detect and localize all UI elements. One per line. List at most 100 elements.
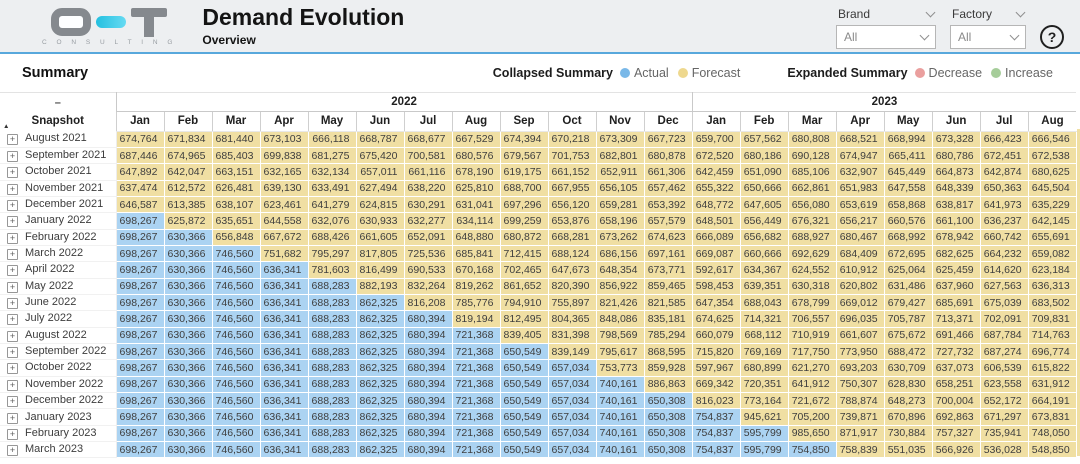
- demand-cell[interactable]: 687,274: [980, 343, 1029, 361]
- demand-cell[interactable]: 655,691: [1028, 229, 1077, 246]
- demand-cell[interactable]: 675,672: [884, 327, 933, 344]
- demand-cell[interactable]: 655,322: [692, 180, 741, 197]
- demand-cell[interactable]: 740,161: [596, 441, 645, 459]
- demand-cell[interactable]: 668,994: [884, 131, 933, 148]
- demand-cell[interactable]: 721,368: [452, 392, 501, 410]
- demand-cell[interactable]: 698,267: [116, 261, 165, 279]
- demand-cell[interactable]: 698,267: [116, 245, 165, 263]
- demand-cell[interactable]: 630,366: [164, 327, 213, 344]
- demand-cell[interactable]: 820,390: [548, 278, 597, 295]
- snapshot-row-label-cell[interactable]: + May 2022: [0, 278, 117, 295]
- demand-cell[interactable]: 746,560: [212, 278, 261, 295]
- demand-cell[interactable]: 648,339: [932, 180, 981, 197]
- expand-row-icon[interactable]: +: [7, 134, 18, 146]
- demand-cell[interactable]: 656,848: [212, 229, 261, 246]
- demand-cell[interactable]: 795,297: [308, 245, 357, 263]
- month-column-header[interactable]: Apr: [259, 111, 308, 132]
- demand-cell[interactable]: 816,023: [692, 392, 741, 410]
- demand-cell[interactable]: 680,394: [404, 441, 453, 459]
- year-group-header[interactable]: 2022: [115, 92, 693, 112]
- demand-cell[interactable]: 642,459: [692, 163, 741, 181]
- demand-cell[interactable]: 674,625: [692, 310, 741, 328]
- demand-cell[interactable]: 644,558: [260, 212, 309, 230]
- demand-cell[interactable]: 634,367: [740, 261, 789, 279]
- demand-cell[interactable]: 670,896: [884, 408, 933, 426]
- demand-cell[interactable]: 697,296: [500, 196, 549, 214]
- month-column-header[interactable]: Dec: [643, 111, 693, 132]
- demand-cell[interactable]: 676,321: [788, 212, 837, 230]
- snapshot-row-label-cell[interactable]: + December 2022: [0, 392, 117, 410]
- demand-cell[interactable]: 862,325: [356, 408, 405, 426]
- demand-cell[interactable]: 688,283: [308, 278, 357, 295]
- demand-cell[interactable]: 627,494: [356, 180, 405, 197]
- demand-cell[interactable]: 886,863: [644, 376, 693, 394]
- demand-cell[interactable]: 637,960: [932, 278, 981, 295]
- demand-cell[interactable]: 646,587: [116, 196, 165, 214]
- demand-cell[interactable]: 628,830: [884, 376, 933, 394]
- snapshot-row-label-cell[interactable]: + September 2021: [0, 147, 117, 165]
- demand-cell[interactable]: 788,874: [836, 392, 885, 410]
- demand-cell[interactable]: 670,168: [452, 261, 501, 279]
- month-column-header[interactable]: Jun: [931, 111, 981, 132]
- month-column-header[interactable]: May: [307, 111, 356, 132]
- demand-cell[interactable]: 785,294: [644, 327, 693, 344]
- demand-cell[interactable]: 699,259: [500, 212, 549, 230]
- demand-cell[interactable]: 668,521: [836, 131, 885, 148]
- demand-cell[interactable]: 698,267: [116, 441, 165, 459]
- demand-cell[interactable]: 668,992: [884, 229, 933, 246]
- demand-cell[interactable]: 688,124: [548, 245, 597, 263]
- demand-cell[interactable]: 661,607: [836, 327, 885, 344]
- demand-cell[interactable]: 684,409: [836, 245, 885, 263]
- demand-cell[interactable]: 700,004: [932, 392, 981, 410]
- demand-cell[interactable]: 650,549: [500, 359, 549, 377]
- month-column-header[interactable]: May: [883, 111, 933, 132]
- snapshot-row-label-cell[interactable]: + November 2021: [0, 180, 117, 197]
- demand-cell[interactable]: 740,161: [596, 425, 645, 443]
- demand-cell[interactable]: 839,149: [548, 343, 597, 361]
- demand-cell[interactable]: 630,318: [788, 278, 837, 295]
- demand-cell[interactable]: 660,576: [884, 212, 933, 230]
- demand-cell[interactable]: 597,967: [692, 359, 741, 377]
- demand-cell[interactable]: 681,275: [308, 147, 357, 165]
- expand-row-icon[interactable]: +: [7, 314, 18, 326]
- demand-cell[interactable]: 680,394: [404, 327, 453, 344]
- demand-cell[interactable]: 680,394: [404, 425, 453, 443]
- demand-cell[interactable]: 625,810: [452, 180, 501, 197]
- demand-cell[interactable]: 693,203: [836, 359, 885, 377]
- demand-cell[interactable]: 691,466: [932, 327, 981, 344]
- demand-cell[interactable]: 630,709: [884, 359, 933, 377]
- demand-cell[interactable]: 669,087: [692, 245, 741, 263]
- demand-cell[interactable]: 699,838: [260, 147, 309, 165]
- demand-cell[interactable]: 660,079: [692, 327, 741, 344]
- demand-cell[interactable]: 746,560: [212, 376, 261, 394]
- demand-cell[interactable]: 623,184: [1028, 261, 1077, 279]
- demand-cell[interactable]: 656,217: [836, 212, 885, 230]
- demand-cell[interactable]: 721,368: [452, 408, 501, 426]
- demand-cell[interactable]: 642,145: [1028, 212, 1077, 230]
- demand-cell[interactable]: 758,839: [836, 441, 885, 459]
- demand-cell[interactable]: 798,569: [596, 327, 645, 344]
- demand-cell[interactable]: 659,700: [692, 131, 741, 148]
- demand-cell[interactable]: 639,130: [260, 180, 309, 197]
- demand-cell[interactable]: 659,281: [596, 196, 645, 214]
- demand-cell[interactable]: 678,799: [788, 294, 837, 312]
- demand-cell[interactable]: 674,623: [644, 229, 693, 246]
- demand-cell[interactable]: 740,161: [596, 376, 645, 394]
- demand-cell[interactable]: 862,325: [356, 441, 405, 459]
- demand-cell[interactable]: 862,325: [356, 425, 405, 443]
- month-column-header[interactable]: Feb: [163, 111, 212, 132]
- demand-cell[interactable]: 680,394: [404, 310, 453, 328]
- demand-cell[interactable]: 675,420: [356, 147, 405, 165]
- demand-cell[interactable]: 685,106: [788, 163, 837, 181]
- demand-cell[interactable]: 721,368: [452, 327, 501, 344]
- demand-cell[interactable]: 721,368: [452, 441, 501, 459]
- demand-cell[interactable]: 746,560: [212, 261, 261, 279]
- demand-cell[interactable]: 664,873: [932, 163, 981, 181]
- month-column-header[interactable]: Apr: [835, 111, 885, 132]
- demand-cell[interactable]: 630,366: [164, 229, 213, 246]
- demand-cell[interactable]: 606,539: [980, 359, 1029, 377]
- demand-cell[interactable]: 746,560: [212, 245, 261, 263]
- demand-cell[interactable]: 705,200: [788, 408, 837, 426]
- snapshot-row-label-cell[interactable]: + January 2023: [0, 408, 117, 426]
- expand-row-icon[interactable]: +: [7, 249, 18, 261]
